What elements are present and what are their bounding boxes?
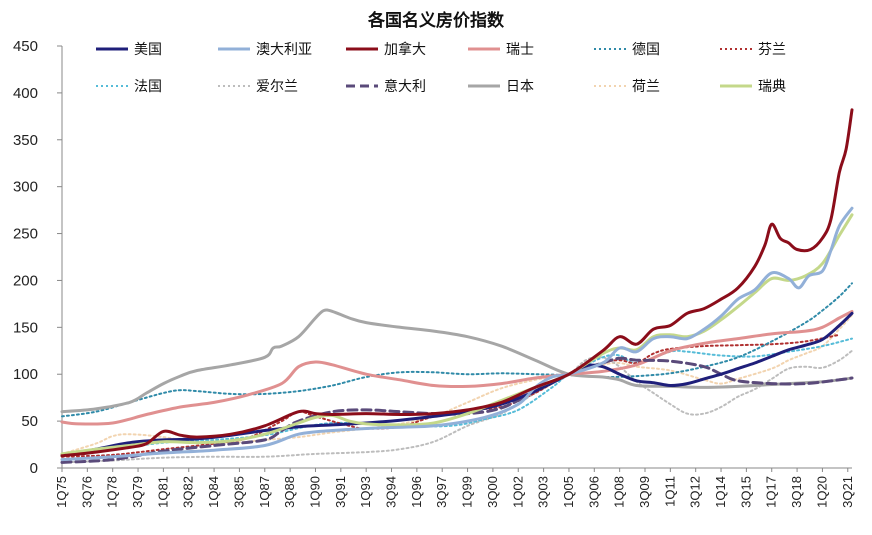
x-tick-label: 3Q76 bbox=[79, 476, 94, 508]
series-line bbox=[60, 309, 854, 426]
x-tick-label: 1Q99 bbox=[460, 476, 475, 508]
legend-label: 荷兰 bbox=[632, 79, 660, 95]
y-tick-label: 150 bbox=[13, 319, 38, 336]
y-tick-label: 350 bbox=[13, 132, 38, 149]
x-tick-label: 3Q18 bbox=[789, 476, 804, 508]
y-tick-label: 450 bbox=[13, 38, 38, 55]
x-tick-label: 3Q82 bbox=[181, 476, 196, 508]
x-tick-label: 1Q81 bbox=[155, 476, 170, 508]
x-tick-label: 3Q88 bbox=[282, 476, 297, 508]
x-tick-label: 3Q12 bbox=[688, 476, 703, 508]
legend-label: 意大利 bbox=[384, 78, 426, 95]
x-tick-label: 3Q94 bbox=[384, 476, 399, 508]
x-tick-label: 1Q05 bbox=[561, 476, 576, 508]
x-axis: 1Q75 3Q76 1Q78 3Q79 1Q81 3Q82 1Q84 3Q85 1Q87 3Q88… bbox=[54, 467, 855, 508]
y-tick-label: 200 bbox=[13, 272, 38, 289]
x-tick-label: 1Q75 bbox=[54, 476, 69, 508]
legend-label: 芬兰 bbox=[758, 42, 786, 58]
legend-label: 法国 bbox=[134, 79, 162, 95]
legend-label: 瑞士 bbox=[506, 42, 534, 58]
x-tick-label: 1Q90 bbox=[307, 476, 322, 508]
legend-label: 加拿大 bbox=[384, 41, 426, 58]
x-tick-label: 1Q17 bbox=[764, 476, 779, 508]
legend-label: 德国 bbox=[632, 42, 660, 58]
series-line bbox=[61, 349, 853, 464]
x-tick-label: 1Q96 bbox=[409, 476, 424, 508]
x-tick-label: 3Q85 bbox=[231, 476, 246, 508]
series-line bbox=[60, 356, 854, 464]
legend-label: 瑞典 bbox=[758, 79, 786, 95]
y-tick-label: 250 bbox=[13, 226, 38, 243]
x-tick-label: 1Q78 bbox=[105, 476, 120, 508]
x-tick-label: 3Q21 bbox=[840, 476, 855, 508]
y-tick-label: 300 bbox=[13, 179, 38, 196]
chart-title: 各国名义房价指数 bbox=[367, 10, 505, 31]
x-tick-label: 1Q08 bbox=[612, 476, 627, 508]
x-tick-label: 3Q03 bbox=[536, 476, 551, 508]
series-line bbox=[60, 308, 854, 414]
y-tick-label: 50 bbox=[21, 413, 38, 430]
series-line bbox=[61, 337, 853, 456]
x-tick-label: 1Q11 bbox=[662, 476, 677, 507]
series-line bbox=[60, 108, 854, 458]
y-tick-label: 400 bbox=[13, 85, 38, 102]
series-line bbox=[61, 282, 853, 418]
x-tick-label: 3Q91 bbox=[333, 476, 348, 508]
y-tick-label: 0 bbox=[30, 460, 38, 477]
legend-label: 日本 bbox=[506, 79, 534, 95]
x-tick-label: 3Q09 bbox=[637, 476, 652, 508]
x-tick-label: 3Q00 bbox=[485, 476, 500, 508]
y-tick-label: 100 bbox=[13, 366, 38, 383]
legend-label: 爱尔兰 bbox=[256, 79, 298, 95]
x-tick-label: 1Q87 bbox=[257, 476, 272, 508]
x-tick-label: 3Q06 bbox=[586, 476, 601, 508]
series-line bbox=[60, 206, 854, 462]
x-tick-label: 3Q97 bbox=[434, 476, 449, 508]
series-group bbox=[60, 108, 854, 464]
x-tick-label: 3Q79 bbox=[130, 476, 145, 508]
x-tick-label: 1Q14 bbox=[713, 476, 728, 508]
x-tick-label: 1Q20 bbox=[814, 476, 829, 508]
legend-label: 美国 bbox=[134, 42, 162, 58]
x-tick-label: 1Q02 bbox=[510, 476, 525, 508]
y-axis: 0 50 100 150 200 250 300 350 400 450 bbox=[13, 38, 63, 477]
legend-label: 澳大利亚 bbox=[256, 42, 312, 58]
x-tick-label: 3Q15 bbox=[738, 476, 753, 508]
x-tick-label: 1Q84 bbox=[206, 476, 221, 508]
x-tick-label: 1Q93 bbox=[358, 476, 373, 508]
